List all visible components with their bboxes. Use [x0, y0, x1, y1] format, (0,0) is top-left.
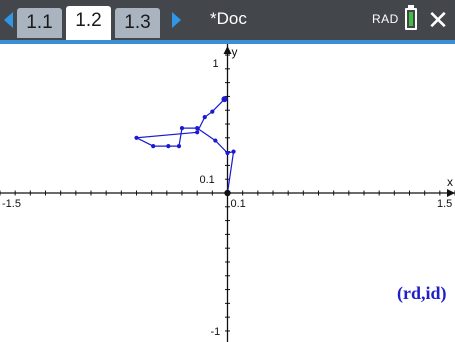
battery-cap — [408, 5, 414, 8]
y-axis-arrow — [223, 46, 232, 54]
plot-point — [166, 143, 171, 149]
plot-point — [221, 96, 228, 103]
battery-icon — [405, 8, 417, 30]
tab-page-1-3[interactable]: 1.3 — [115, 8, 160, 38]
tab-bar-accent-line — [0, 40, 455, 44]
x-max-label: 1.5 — [437, 198, 452, 210]
plot-point — [195, 126, 200, 131]
plot-point — [225, 150, 230, 156]
plot-point — [231, 149, 236, 154]
scatter-plot[interactable] — [134, 96, 236, 197]
plot-point — [213, 138, 218, 143]
plot-point — [134, 135, 139, 140]
x-axis-arrow — [447, 189, 455, 197]
tab-page-1-1[interactable]: 1.1 — [17, 8, 62, 38]
y-axis-letter: y — [232, 45, 238, 59]
angle-mode-indicator: RAD — [372, 12, 399, 26]
y-min-label: -1 — [211, 326, 221, 338]
y-scale-label: 0.1 — [200, 174, 215, 186]
close-icon[interactable]: ✕ — [427, 5, 449, 35]
x-min-label: -1.5 — [2, 198, 21, 210]
plot-point — [224, 189, 231, 197]
plot-label[interactable]: (rd,id) — [397, 283, 447, 304]
triangle-left-icon[interactable] — [4, 12, 13, 28]
plot-point — [195, 130, 200, 135]
plot-point — [202, 115, 207, 120]
plot-points — [134, 96, 236, 197]
plot-point — [151, 143, 156, 149]
battery-level-fill — [409, 12, 413, 26]
document-tab-bar: 1.1 1.2 1.3 *Doc RAD ✕ — [0, 0, 455, 40]
x-scale-label: 0.1 — [231, 198, 246, 210]
graph-area[interactable]: -1.5 1.5 0.1 1 -1 0.1 x y (rd,id) — [0, 44, 455, 342]
plot-point — [210, 109, 215, 114]
triangle-right-icon[interactable] — [172, 12, 181, 28]
plot-point — [179, 126, 185, 131]
plot-point — [176, 143, 182, 149]
x-axis-letter: x — [447, 175, 453, 189]
x-axis-ticks — [0, 190, 455, 196]
document-title: *Doc — [210, 9, 247, 28]
tab-page-1-2[interactable]: 1.2 — [66, 6, 111, 40]
y-max-label: 1 — [213, 58, 219, 70]
plot-connecting-line — [134, 98, 235, 194]
